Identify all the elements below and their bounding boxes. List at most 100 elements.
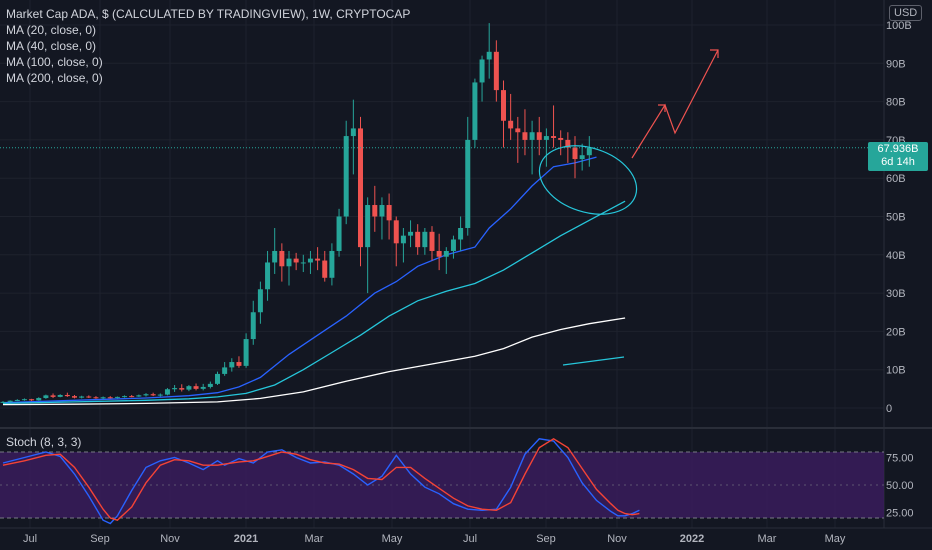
candle-body xyxy=(279,250,285,267)
candle-body xyxy=(114,396,120,398)
candle-body xyxy=(572,147,578,160)
candle-body xyxy=(329,250,335,278)
candle-body xyxy=(436,250,442,257)
candle-body xyxy=(350,128,356,137)
candle-body xyxy=(36,398,42,401)
grid-lines xyxy=(0,0,932,529)
candle-body xyxy=(379,205,385,217)
candle-body xyxy=(7,400,13,402)
candle-body xyxy=(386,205,392,221)
candle-body xyxy=(486,51,492,60)
candle-body xyxy=(157,394,163,396)
candle-body xyxy=(50,395,56,397)
candle-body xyxy=(450,239,456,251)
candle-body xyxy=(501,90,506,121)
candle-body xyxy=(64,394,70,397)
candle-body xyxy=(215,373,220,384)
moving-average-lines xyxy=(2,156,626,406)
candle-body xyxy=(529,132,535,140)
candle-body xyxy=(186,386,192,390)
x-tick-label: Nov xyxy=(607,533,627,545)
candle-body xyxy=(293,258,299,263)
candle-body xyxy=(107,397,113,399)
candle-body xyxy=(551,136,557,138)
y-tick-label: 50B xyxy=(886,212,906,224)
x-tick-label: Jul xyxy=(463,533,477,545)
candle-body xyxy=(579,155,585,160)
y-tick-label: 0 xyxy=(886,403,892,415)
candle-body xyxy=(122,396,128,398)
candle-body xyxy=(472,82,478,140)
stoch-tick-label: 25.00 xyxy=(886,508,914,520)
y-tick-label: 30B xyxy=(886,288,906,300)
candle-body xyxy=(415,231,421,248)
candle-body xyxy=(565,139,571,148)
x-tick-label: 2021 xyxy=(234,533,258,545)
candle-body xyxy=(586,147,592,156)
candle-body xyxy=(315,258,321,261)
currency-button[interactable]: USD xyxy=(889,5,923,21)
candle-body xyxy=(465,139,471,228)
candle-body xyxy=(365,205,371,248)
candle-body xyxy=(343,136,349,217)
candle-body xyxy=(14,399,20,401)
candle-body xyxy=(86,396,92,398)
candle-body xyxy=(422,231,428,248)
x-tick-label: Mar xyxy=(305,533,324,545)
candle-body xyxy=(493,51,499,91)
candle-body xyxy=(43,395,49,399)
drawn-projection-arrow[interactable] xyxy=(631,49,719,159)
x-tick-label: May xyxy=(825,533,846,545)
candle-body xyxy=(322,260,328,278)
stoch-d-line xyxy=(2,437,640,521)
indicator-ma-200[interactable]: MA (200, close, 0) xyxy=(6,71,103,85)
candle-body xyxy=(136,395,142,397)
indicator-ma-40[interactable]: MA (40, close, 0) xyxy=(6,39,97,53)
y-tick-label: 90B xyxy=(886,58,906,70)
candle-body xyxy=(236,362,242,366)
ma-100-line xyxy=(2,317,626,406)
candle-body xyxy=(515,128,521,133)
candle-body xyxy=(522,132,528,140)
candle-body xyxy=(272,250,278,263)
y-tick-label: 60B xyxy=(886,173,906,185)
candle-body xyxy=(400,235,406,244)
drawn-highlight-ellipse[interactable] xyxy=(531,134,646,226)
y-tick-label: 20B xyxy=(886,326,906,338)
candle-body xyxy=(172,388,178,390)
stoch-legend[interactable]: Stoch (8, 3, 3) xyxy=(6,435,82,449)
x-tick-label: Sep xyxy=(536,533,556,545)
time-axis[interactable]: Jul Sep Nov 2021 Mar May Jul Sep Nov 2022 Mar May xyxy=(23,533,846,545)
stoch-band xyxy=(0,451,884,519)
candle-body xyxy=(79,396,85,398)
y-tick-label: 80B xyxy=(886,97,906,109)
candle-body xyxy=(243,339,249,366)
candle-body xyxy=(408,231,414,236)
indicator-ma-100[interactable]: MA (100, close, 0) xyxy=(6,55,103,69)
candle-body xyxy=(150,394,156,396)
indicator-ma-20[interactable]: MA (20, close, 0) xyxy=(6,23,97,37)
candle-body xyxy=(222,367,228,374)
y-tick-label: 10B xyxy=(886,365,906,377)
stoch-tick-label: 50.00 xyxy=(886,480,914,492)
candle-body xyxy=(100,397,106,399)
candle-countdown: 6d 14h xyxy=(881,156,915,168)
candle-body xyxy=(508,120,514,129)
ma-20-line xyxy=(2,156,597,404)
candle-body xyxy=(0,401,6,403)
chart-title[interactable]: Market Cap ADA, $ (CALCULATED BY TRADING… xyxy=(6,7,411,21)
x-tick-label: Jul xyxy=(23,533,37,545)
candle-body xyxy=(57,394,63,397)
candle-body xyxy=(286,258,292,267)
x-tick-label: Nov xyxy=(160,533,180,545)
stoch-axis[interactable]: 75.00 50.00 25.00 xyxy=(886,453,914,520)
drawn-arrowhead-small xyxy=(658,104,666,112)
candle-body xyxy=(93,397,99,399)
candle-body xyxy=(458,227,464,240)
stoch-lines xyxy=(2,437,640,525)
drawn-trend-line[interactable] xyxy=(562,356,625,366)
candle-body xyxy=(143,394,149,396)
candle-body xyxy=(300,262,306,264)
